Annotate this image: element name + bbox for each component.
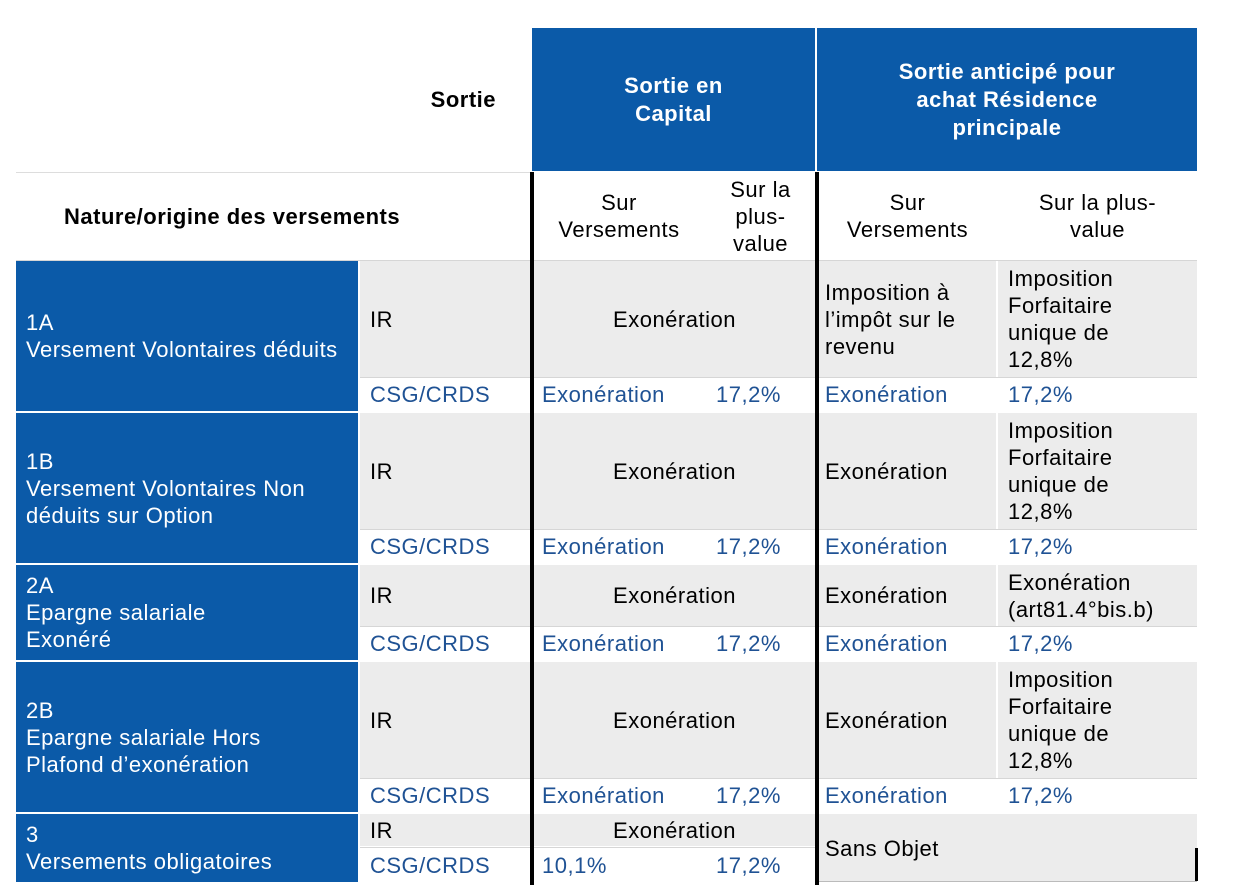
row-2a-label: 2A Epargne salariale Exonéré — [16, 565, 358, 660]
sub-res-versements: Sur Versements — [819, 172, 996, 260]
row-1b-csg: CSG/CRDS — [360, 530, 530, 563]
column-divider — [815, 172, 819, 885]
row-1a-ir-capital: Exonération — [534, 261, 815, 377]
sub-res-plusvalue: Sur la plus-value — [998, 172, 1197, 260]
row-1a-csg-cap-versements: Exonération — [534, 378, 704, 411]
row-separator — [360, 626, 1197, 627]
row-1a-csg: CSG/CRDS — [360, 378, 530, 411]
row-2a-csg: CSG/CRDS — [360, 627, 530, 660]
row-2b-csg: CSG/CRDS — [360, 779, 530, 812]
row-2b-csg-cap-plusvalue: 17,2% — [706, 779, 815, 812]
row-1a-ir-res-versements: Imposition à l’impôt sur le revenu — [819, 261, 996, 377]
row-2a-csg-res-plusvalue: 17,2% — [998, 627, 1197, 660]
row-separator — [360, 847, 815, 848]
row-1b-label: 1B Versement Volontaires Non déduits sur … — [16, 413, 358, 563]
row-1b-csg-cap-versements: Exonération — [534, 530, 704, 563]
row-2b-csg-cap-versements: Exonération — [534, 779, 704, 812]
row-1a-label: 1A Versement Volontaires déduits — [16, 261, 358, 411]
row-1b-ir: IR — [360, 413, 530, 529]
row-2b-ir-res-versements: Exonération — [819, 662, 996, 778]
row-1a-ir-res-plusvalue: Imposition Forfaitaire unique de 12,8% — [998, 261, 1197, 377]
row-3-ir-capital: Exonération — [534, 814, 815, 846]
row-3-label: 3 Versements obligatoires — [16, 814, 358, 882]
row-separator — [16, 260, 1197, 261]
row-2a-csg-cap-plusvalue: 17,2% — [706, 627, 815, 660]
row-3-ir: IR — [360, 814, 530, 846]
capital-header: Sortie en Capital — [532, 28, 815, 171]
row-3-csg: CSG/CRDS — [360, 848, 530, 882]
row-2a-ir-capital: Exonération — [534, 565, 815, 626]
row-3-csg-cap-versements: 10,1% — [534, 848, 704, 882]
residence-header: Sortie anticipé pour achat Résidence pri… — [817, 28, 1197, 171]
column-divider — [530, 172, 534, 885]
row-2a-csg-res-versements: Exonération — [819, 627, 996, 660]
row-2b-csg-res-plusvalue: 17,2% — [998, 779, 1197, 812]
sub-cap-versements: Sur Versements — [534, 172, 704, 260]
row-1a-csg-cap-plusvalue: 17,2% — [706, 378, 815, 411]
column-divider-end — [1195, 848, 1198, 881]
row-3-res-merged: Sans Objet — [819, 814, 1197, 882]
row-separator — [360, 377, 1197, 378]
row-2a-ir-res-versements: Exonération — [819, 565, 996, 626]
row-1b-csg-res-versements: Exonération — [819, 530, 996, 563]
row-2a-ir: IR — [360, 565, 530, 626]
row-3-csg-cap-plusvalue: 17,2% — [706, 848, 815, 882]
row-1b-csg-res-plusvalue: 17,2% — [998, 530, 1197, 563]
row-separator — [360, 529, 1197, 530]
sub-cap-plusvalue: Sur la plus-value — [706, 172, 815, 260]
row-separator — [360, 778, 1197, 779]
bottom-border — [819, 881, 1197, 882]
row-1a-ir: IR — [360, 261, 530, 377]
sortie-label: Sortie — [360, 28, 532, 171]
row-2b-csg-res-versements: Exonération — [819, 779, 996, 812]
row-1a-csg-res-versements: Exonération — [819, 378, 996, 411]
row-1b-csg-cap-plusvalue: 17,2% — [706, 530, 815, 563]
row-1b-ir-res-plusvalue: Imposition Forfaitaire unique de 12,8% — [998, 413, 1197, 529]
nature-origin-label: Nature/origine des versements — [16, 172, 530, 260]
row-1b-ir-res-versements: Exonération — [819, 413, 996, 529]
row-1a-csg-res-plusvalue: 17,2% — [998, 378, 1197, 411]
row-2b-ir-capital: Exonération — [534, 662, 815, 778]
row-1b-ir-capital: Exonération — [534, 413, 815, 529]
row-2a-ir-res-plusvalue: Exonération (art81.4°bis.b) — [998, 565, 1197, 626]
row-2b-ir: IR — [360, 662, 530, 778]
row-2b-label: 2B Epargne salariale Hors Plafond d’exoné… — [16, 662, 358, 812]
row-2b-ir-res-plusvalue: Imposition Forfaitaire unique de 12,8% — [998, 662, 1197, 778]
row-2a-csg-cap-versements: Exonération — [534, 627, 704, 660]
